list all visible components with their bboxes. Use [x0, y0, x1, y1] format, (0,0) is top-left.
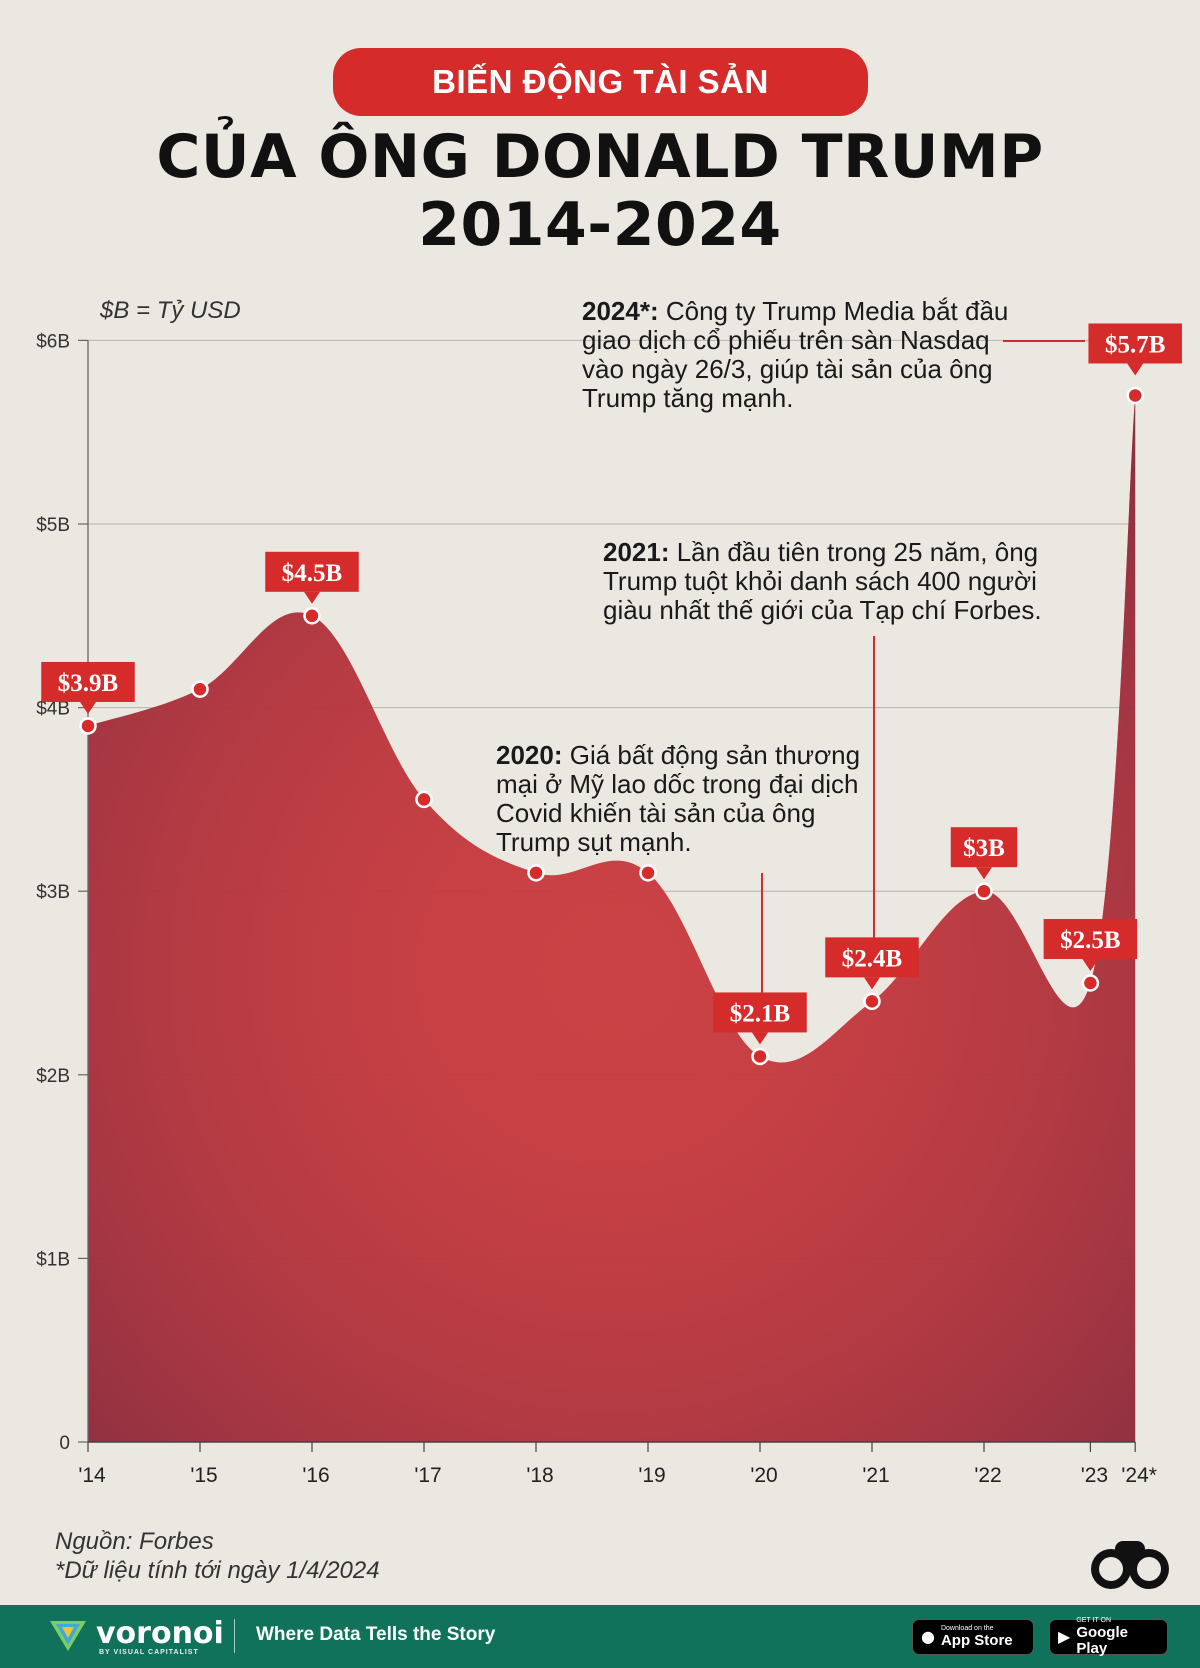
source-note: Nguồn: Forbes *Dữ liệu tính tới ngày 1/4… [55, 1527, 380, 1585]
data-label: $3.9B [41, 661, 135, 714]
data-label-pointer [304, 591, 320, 604]
data-label-text: $2.1B [730, 1000, 790, 1027]
data-label-pointer [864, 977, 880, 990]
y-tick-label: $1B [36, 1249, 70, 1270]
x-tick-label: '16 [302, 1464, 329, 1487]
page-title: CỦA ÔNG DONALD TRUMP [156, 122, 1044, 192]
data-label-text: $3.9B [58, 670, 118, 697]
app-store-small: Download on the [940, 1625, 994, 1632]
annotation-2020-year: 2020: [496, 740, 563, 770]
data-point [1081, 974, 1100, 992]
data-label-text: $2.4B [842, 945, 902, 972]
google-play-label: Google Play [1076, 1624, 1128, 1657]
source-line: Nguồn: Forbes [55, 1528, 214, 1555]
annotation-2021: 2021: Lần đầu tiên trong 25 năm, ông Tru… [603, 538, 1063, 625]
data-label-pointer [1082, 959, 1099, 971]
y-tick-label: $4B [36, 699, 70, 720]
data-label: $2.5B [1043, 919, 1138, 971]
data-label-text: $4.5B [282, 560, 342, 587]
voronoi-brand[interactable]: voronoi [48, 1615, 224, 1653]
data-point [527, 864, 545, 882]
x-tick-label: '17 [414, 1464, 441, 1487]
google-play-icon: ▶ [1058, 1627, 1071, 1646]
annotation-2021-year: 2021: [603, 537, 670, 567]
y-tick-label: 0 [59, 1433, 70, 1454]
area-vignette [88, 395, 1136, 1443]
data-label-text: $3B [963, 835, 1005, 862]
data-label: $5.7B [1088, 323, 1182, 376]
app-store-label: App Store [940, 1632, 1013, 1649]
page-subtitle-years: 2014-2024 [418, 190, 782, 260]
axis-ticks: 0 $1B $2B $3B $4B $5B $6B '14 '15 '16 '17 '18 '19 '20… [36, 331, 1157, 1487]
data-label-pointer [976, 867, 992, 880]
data-label-text: $5.7B [1105, 331, 1165, 358]
google-play-small: GET IT ON [1076, 1617, 1112, 1624]
data-label-box [950, 827, 1018, 868]
data-label-pointer [1127, 363, 1144, 376]
data-label-box [713, 992, 807, 1033]
data-label-box [1043, 919, 1138, 959]
data-point [191, 680, 209, 698]
unit-note: $B = Tỷ USD [100, 297, 241, 324]
annotation-2020: 2020: Giá bất động sản thương mại ở Mỹ l… [496, 741, 886, 857]
data-point [303, 607, 321, 625]
data-points [79, 386, 1144, 1066]
brand-name: voronoi [96, 1616, 224, 1651]
x-tick-label: '18 [526, 1464, 553, 1487]
data-date-note: *Dữ liệu tính tới ngày 1/4/2024 [55, 1557, 380, 1584]
brand-sub: BY VISUAL CAPITALIST [99, 1649, 199, 1656]
x-tick-label: '22 [974, 1464, 1001, 1487]
x-tick-label: '15 [190, 1464, 217, 1487]
data-label-box [1088, 323, 1182, 364]
y-tick-label: $6B [36, 331, 70, 352]
data-labels: $3.9B $4.5B $2.1B $2.4B $3B $2.5B $5.7B [41, 323, 1182, 1045]
annotation-2021-text: Lần đầu tiên trong 25 năm, ông Trump tuộ… [603, 537, 1042, 625]
data-point [1126, 386, 1144, 405]
data-point [415, 790, 433, 809]
x-tick-label: '21 [862, 1464, 889, 1487]
data-label-pointer [752, 1032, 768, 1045]
data-label-box [41, 661, 135, 702]
data-point [863, 992, 881, 1011]
apple-icon: ● [921, 1627, 935, 1646]
data-label-box [825, 937, 919, 978]
data-label: $4.5B [265, 551, 359, 604]
y-tick-label: $5B [36, 515, 70, 536]
footer-bar: voronoi BY VISUAL CAPITALIST Where Data … [0, 1605, 1200, 1668]
x-tick-label: '19 [638, 1464, 665, 1487]
footer-divider [234, 1619, 235, 1653]
header-pill: BIẾN ĐỘNG TÀI SẢN [333, 48, 868, 116]
data-label-pointer [80, 701, 96, 714]
data-label-box [265, 551, 359, 592]
annotation-2020-text: Giá bất động sản thương mại ở Mỹ lao dốc… [496, 740, 861, 857]
annotation-2024: 2024*: Công ty Trump Media bắt đầu giao … [582, 297, 1012, 413]
binoculars-icon [1091, 1541, 1169, 1589]
y-tick-label: $2B [36, 1066, 70, 1087]
data-label: $2.4B [825, 937, 919, 990]
x-tick-label: '20 [750, 1464, 777, 1487]
data-label: $2.1B [713, 992, 807, 1045]
data-point [751, 1047, 769, 1066]
x-tick-label: '24* [1121, 1464, 1157, 1487]
data-label: $3B [950, 827, 1018, 880]
header-pill-text: BIẾN ĐỘNG TÀI SẢN [432, 63, 769, 100]
app-store-button[interactable]: ● Download on the App Store [912, 1619, 1034, 1655]
voronoi-logo-icon [50, 1621, 86, 1651]
google-play-button[interactable]: ▶ GET IT ON Google Play [1049, 1617, 1168, 1657]
data-point [975, 882, 993, 900]
data-point [639, 864, 657, 882]
y-tick-label: $3B [36, 882, 70, 903]
annotation-2024-text: Công ty Trump Media bắt đầu giao dịch cổ… [582, 296, 1009, 413]
annotation-leaders [761, 340, 1085, 998]
x-tick-label: '23 [1081, 1464, 1108, 1487]
data-point [79, 717, 97, 735]
x-tick-label: '14 [78, 1464, 106, 1487]
data-label-text: $2.5B [1060, 927, 1120, 954]
tagline: Where Data Tells the Story [256, 1624, 496, 1645]
annotation-2024-year: 2024*: [582, 296, 659, 326]
